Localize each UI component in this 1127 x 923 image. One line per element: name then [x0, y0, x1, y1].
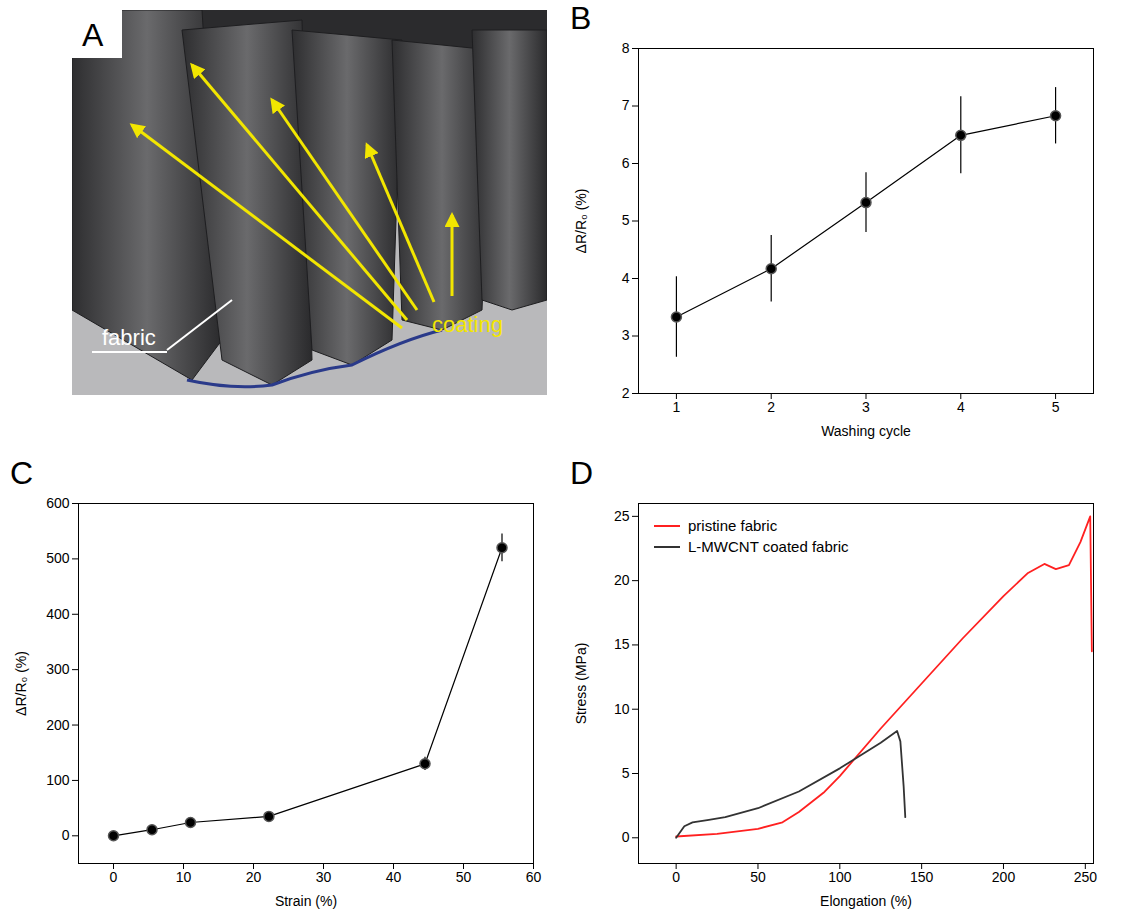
svg-text:150: 150 [910, 869, 934, 885]
svg-text:fabric: fabric [102, 325, 156, 350]
svg-text:100: 100 [828, 869, 852, 885]
svg-text:500: 500 [46, 550, 70, 566]
svg-text:50: 50 [750, 869, 766, 885]
html-text:C: C [10, 455, 34, 491]
svg-text:A: A [82, 17, 104, 53]
svg-text:Strain (%): Strain (%) [275, 893, 337, 909]
svg-text:60: 60 [526, 869, 542, 885]
svg-text:0: 0 [62, 827, 70, 843]
svg-text:1: 1 [673, 399, 681, 415]
svg-text:8: 8 [622, 40, 630, 56]
svg-text:15: 15 [614, 636, 630, 652]
svg-text:20: 20 [614, 572, 630, 588]
svg-text:3: 3 [862, 399, 870, 415]
svg-text:2: 2 [767, 399, 775, 415]
svg-text:5: 5 [622, 765, 630, 781]
svg-text:4: 4 [957, 399, 965, 415]
svg-text:100: 100 [46, 772, 70, 788]
svg-text:600: 600 [46, 495, 70, 511]
svg-text:10: 10 [614, 701, 630, 717]
svg-text:200: 200 [46, 717, 70, 733]
svg-text:Washing cycle: Washing cycle [821, 423, 911, 439]
svg-text:30: 30 [316, 869, 332, 885]
svg-text:20: 20 [246, 869, 262, 885]
svg-text:300: 300 [46, 661, 70, 677]
svg-text:4: 4 [622, 270, 630, 286]
svg-text:ΔR/R₀ (%): ΔR/R₀ (%) [573, 189, 589, 254]
html-text:D: D [570, 455, 594, 491]
html-text:L-MWCNT coated fabric: L-MWCNT coated fabric [688, 538, 849, 555]
html-text:B: B [570, 0, 592, 36]
svg-text:coating: coating [432, 312, 503, 337]
svg-text:0: 0 [672, 869, 680, 885]
svg-text:ΔR/R₀ (%): ΔR/R₀ (%) [13, 651, 29, 716]
svg-text:400: 400 [46, 606, 70, 622]
svg-text:7: 7 [622, 97, 630, 113]
svg-text:5: 5 [1052, 399, 1060, 415]
svg-text:6: 6 [622, 155, 630, 171]
html-text:pristine fabric: pristine fabric [688, 517, 778, 534]
svg-text:2: 2 [622, 385, 630, 401]
svg-text:Stress (MPa): Stress (MPa) [573, 643, 589, 725]
svg-text:Elongation (%): Elongation (%) [820, 893, 912, 909]
svg-text:0: 0 [622, 829, 630, 845]
svg-text:250: 250 [1074, 869, 1098, 885]
svg-text:25: 25 [614, 508, 630, 524]
svg-text:5: 5 [622, 212, 630, 228]
svg-text:0: 0 [110, 869, 118, 885]
svg-text:10: 10 [176, 869, 192, 885]
svg-text:50: 50 [456, 869, 472, 885]
svg-text:3: 3 [622, 327, 630, 343]
svg-text:40: 40 [386, 869, 402, 885]
svg-text:200: 200 [992, 869, 1016, 885]
